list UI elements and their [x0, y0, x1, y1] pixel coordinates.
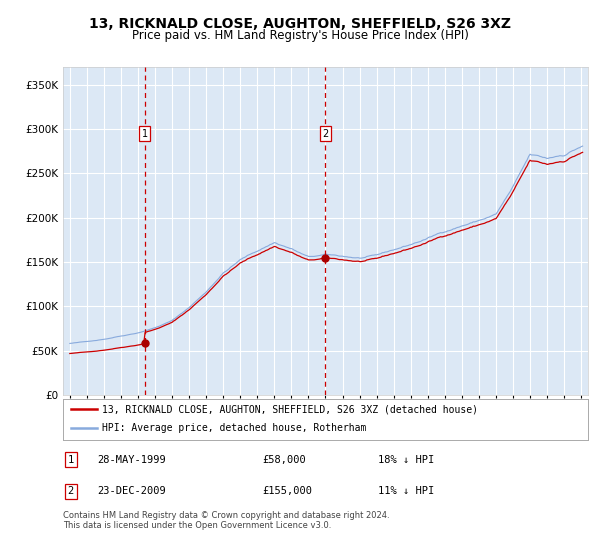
- Text: 1: 1: [68, 455, 74, 465]
- Text: 18% ↓ HPI: 18% ↓ HPI: [378, 455, 434, 465]
- Text: 1: 1: [142, 129, 148, 139]
- Text: Contains HM Land Registry data © Crown copyright and database right 2024.
This d: Contains HM Land Registry data © Crown c…: [63, 511, 389, 530]
- Text: 2: 2: [68, 486, 74, 496]
- Text: 13, RICKNALD CLOSE, AUGHTON, SHEFFIELD, S26 3XZ (detached house): 13, RICKNALD CLOSE, AUGHTON, SHEFFIELD, …: [103, 404, 478, 414]
- Text: Price paid vs. HM Land Registry's House Price Index (HPI): Price paid vs. HM Land Registry's House …: [131, 29, 469, 42]
- Text: 23-DEC-2009: 23-DEC-2009: [97, 486, 166, 496]
- Text: £155,000: £155,000: [263, 486, 313, 496]
- Text: £58,000: £58,000: [263, 455, 306, 465]
- Text: 2: 2: [322, 129, 328, 139]
- Text: HPI: Average price, detached house, Rotherham: HPI: Average price, detached house, Roth…: [103, 423, 367, 433]
- Text: 11% ↓ HPI: 11% ↓ HPI: [378, 486, 434, 496]
- Text: 13, RICKNALD CLOSE, AUGHTON, SHEFFIELD, S26 3XZ: 13, RICKNALD CLOSE, AUGHTON, SHEFFIELD, …: [89, 17, 511, 31]
- Text: 28-MAY-1999: 28-MAY-1999: [97, 455, 166, 465]
